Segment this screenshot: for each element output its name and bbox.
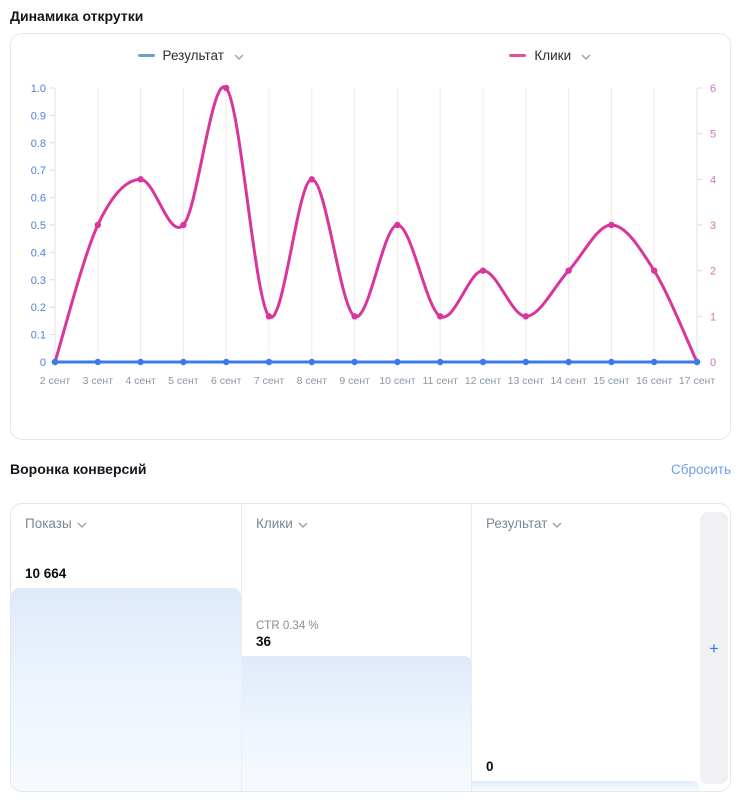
result-value-block: 0 [486, 757, 494, 774]
svg-text:0.2: 0.2 [31, 302, 46, 314]
svg-text:4 сент: 4 сент [125, 375, 156, 387]
legend-item-result[interactable]: Результат [137, 48, 244, 63]
svg-text:1: 1 [710, 311, 716, 323]
chevron-down-icon [77, 516, 87, 531]
column-header-label: Результат [486, 516, 548, 531]
column-value: 36 [256, 634, 272, 650]
chevron-down-icon [298, 516, 308, 531]
svg-text:6: 6 [710, 83, 716, 95]
svg-text:10 сент: 10 сент [379, 375, 415, 387]
legend-item-clicks[interactable]: Клики [509, 48, 591, 63]
chevron-down-icon [234, 48, 244, 63]
legend-label: Результат [162, 48, 224, 63]
column-value: 10 664 [25, 566, 67, 582]
svg-text:17 сент: 17 сент [679, 375, 715, 387]
funnel-column-result: Результат 0 [471, 504, 730, 791]
column-bar [242, 656, 472, 791]
svg-text:11 сент: 11 сент [422, 375, 458, 387]
chevron-down-icon [552, 516, 562, 531]
funnel-column-clicks: Клики CTR 0.34 % 36 [241, 504, 472, 791]
svg-text:0: 0 [710, 357, 716, 369]
svg-text:15 сент: 15 сент [593, 375, 629, 387]
column-value: 0 [486, 758, 494, 774]
add-metric-button[interactable]: + [700, 512, 728, 784]
impressions-header-dropdown[interactable]: Показы [25, 516, 87, 531]
funnel-card: Показы 10 664 Клики CTR 0.34 % 36 Резуль… [10, 503, 731, 792]
impressions-value-block: 10 664 [25, 564, 66, 581]
svg-text:13 сент: 13 сент [508, 375, 544, 387]
svg-text:2: 2 [710, 266, 716, 278]
svg-text:2 сент: 2 сент [40, 375, 71, 387]
svg-text:12 сент: 12 сент [465, 375, 501, 387]
column-header-label: Клики [256, 516, 293, 531]
column-bar [472, 780, 700, 791]
plus-icon: + [709, 638, 719, 658]
reset-link[interactable]: Сбросить [670, 461, 731, 477]
svg-text:0: 0 [40, 357, 46, 369]
column-bar [11, 588, 241, 791]
result-color-dash-icon [137, 54, 155, 57]
chart-legend: Результат Клики [11, 48, 730, 63]
svg-text:4: 4 [710, 174, 716, 186]
svg-text:0.7: 0.7 [31, 165, 46, 177]
svg-text:9 сент: 9 сент [339, 375, 370, 387]
clicks-header-dropdown[interactable]: Клики [256, 516, 308, 531]
spend-chart-card: Результат Клики 2 сент 3 сент 4 сент 5 сент… [10, 33, 731, 440]
clicks-color-dash-icon [509, 54, 527, 57]
svg-text:0.8: 0.8 [31, 138, 46, 150]
svg-text:6 сент: 6 сент [211, 375, 242, 387]
svg-text:1.0: 1.0 [31, 83, 46, 95]
funnel-column-impressions: Показы 10 664 [11, 504, 241, 791]
svg-text:14 сент: 14 сент [550, 375, 586, 387]
svg-text:0.1: 0.1 [31, 330, 46, 342]
clicks-value-block: CTR 0.34 % 36 [256, 620, 319, 649]
svg-text:3 сент: 3 сент [83, 375, 114, 387]
svg-text:0.9: 0.9 [31, 110, 46, 122]
chevron-down-icon [581, 48, 591, 63]
svg-text:0.4: 0.4 [31, 247, 46, 259]
result-header-dropdown[interactable]: Результат [486, 516, 562, 531]
svg-text:0.5: 0.5 [31, 220, 46, 232]
ctr-label: CTR 0.34 % [256, 620, 319, 633]
spend-chart-title: Динамика открутки [10, 8, 144, 24]
spend-chart-svg: 2 сент 3 сент 4 сент 5 сент 6 сент 7 сент 8 се… [31, 83, 716, 387]
funnel-title: Воронка конверсий [10, 461, 147, 477]
svg-text:7 сент: 7 сент [254, 375, 285, 387]
svg-text:0.6: 0.6 [31, 193, 46, 205]
svg-text:8 сент: 8 сент [297, 375, 328, 387]
svg-text:5: 5 [710, 129, 716, 141]
legend-label: Клики [534, 48, 572, 63]
svg-text:5 сент: 5 сент [168, 375, 199, 387]
svg-text:0.3: 0.3 [31, 275, 46, 287]
svg-text:16 сент: 16 сент [636, 375, 672, 387]
column-header-label: Показы [25, 516, 72, 531]
svg-text:3: 3 [710, 220, 716, 232]
